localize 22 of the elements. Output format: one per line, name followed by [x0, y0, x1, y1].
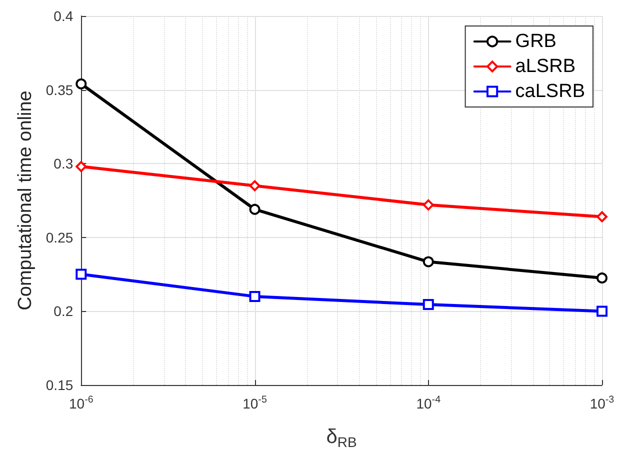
point [596, 211, 608, 222]
legend-label: GRB [515, 31, 556, 52]
point [249, 290, 260, 302]
point [596, 306, 608, 317]
y-tick-label: 0.25 [46, 229, 74, 246]
point [76, 161, 87, 172]
y-tick-label: 0.2 [54, 303, 74, 320]
y-tick-label: 0.3 [54, 156, 74, 172]
point [422, 256, 434, 268]
point [596, 272, 608, 284]
point [249, 204, 260, 215]
point [422, 199, 434, 210]
y-tick-label: 0.35 [46, 82, 74, 98]
y-tick-label: 0.4 [54, 8, 74, 24]
point [249, 180, 260, 192]
y-axis-title: Computational time online [15, 90, 36, 310]
y-tick-label: 0.15 [46, 377, 74, 393]
legend-label: aLSRB [515, 56, 576, 77]
point [76, 268, 87, 280]
legend-label: caLSRB [515, 81, 585, 102]
point [422, 299, 434, 310]
point [76, 78, 87, 90]
